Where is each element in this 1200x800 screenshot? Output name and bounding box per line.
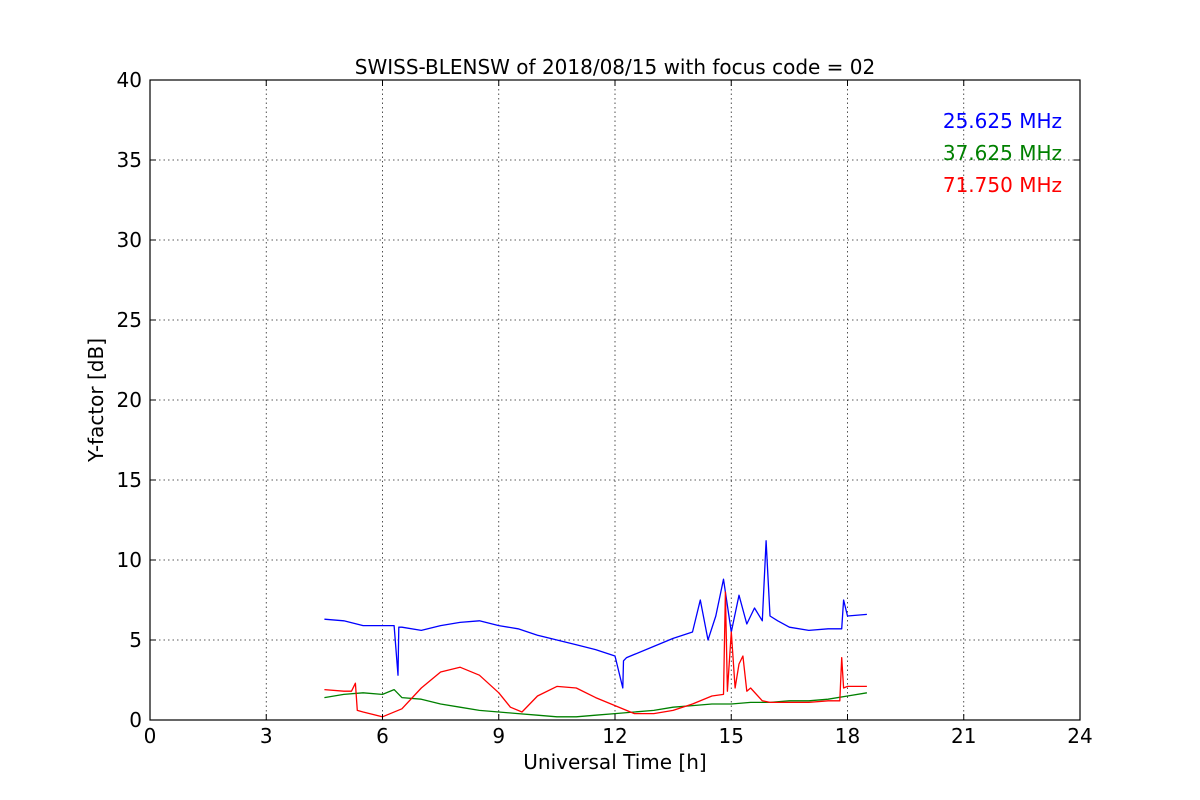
y-tick-label: 25	[117, 308, 142, 332]
legend-entry-71-750-mhz: 71.750 MHz	[943, 173, 1062, 197]
series-group	[324, 540, 868, 718]
series-line-71-750-mhz	[324, 591, 867, 718]
y-tick-label: 0	[129, 708, 142, 732]
y-tick-label: 10	[117, 548, 142, 572]
series-line-37-625-mhz	[324, 688, 868, 718]
y-tick-label: 5	[129, 628, 142, 652]
x-tick-labels: 0 3 6 9 12 15 18 21 24	[144, 724, 1093, 748]
y-tick-label: 20	[117, 388, 142, 412]
x-tick-label: 0	[144, 724, 157, 748]
y-axis-label: Y-factor [dB]	[84, 338, 108, 463]
y-tick-label: 40	[117, 68, 142, 92]
chart-title: SWISS-BLENSW of 2018/08/15 with focus co…	[355, 55, 876, 79]
axis-ticks	[149, 79, 1081, 721]
legend: 25.625 MHz 37.625 MHz 71.750 MHz	[943, 109, 1062, 197]
x-tick-label: 3	[260, 724, 273, 748]
x-tick-label: 15	[719, 724, 744, 748]
y-tick-labels: 0 5 10 15 20 25 30 35 40	[117, 68, 142, 732]
x-tick-label: 6	[376, 724, 389, 748]
legend-entry-25-625-mhz: 25.625 MHz	[943, 109, 1062, 133]
y-tick-label: 30	[117, 228, 142, 252]
x-tick-label: 18	[835, 724, 860, 748]
x-axis-label: Universal Time [h]	[523, 750, 706, 774]
y-tick-label: 15	[117, 468, 142, 492]
x-tick-label: 9	[492, 724, 505, 748]
legend-entry-37-625-mhz: 37.625 MHz	[943, 141, 1062, 165]
x-tick-label: 24	[1067, 724, 1092, 748]
series-line-25-625-mhz	[324, 540, 867, 689]
y-tick-label: 35	[117, 148, 142, 172]
x-tick-label: 12	[602, 724, 627, 748]
grid	[150, 80, 1080, 720]
x-tick-label: 21	[951, 724, 976, 748]
